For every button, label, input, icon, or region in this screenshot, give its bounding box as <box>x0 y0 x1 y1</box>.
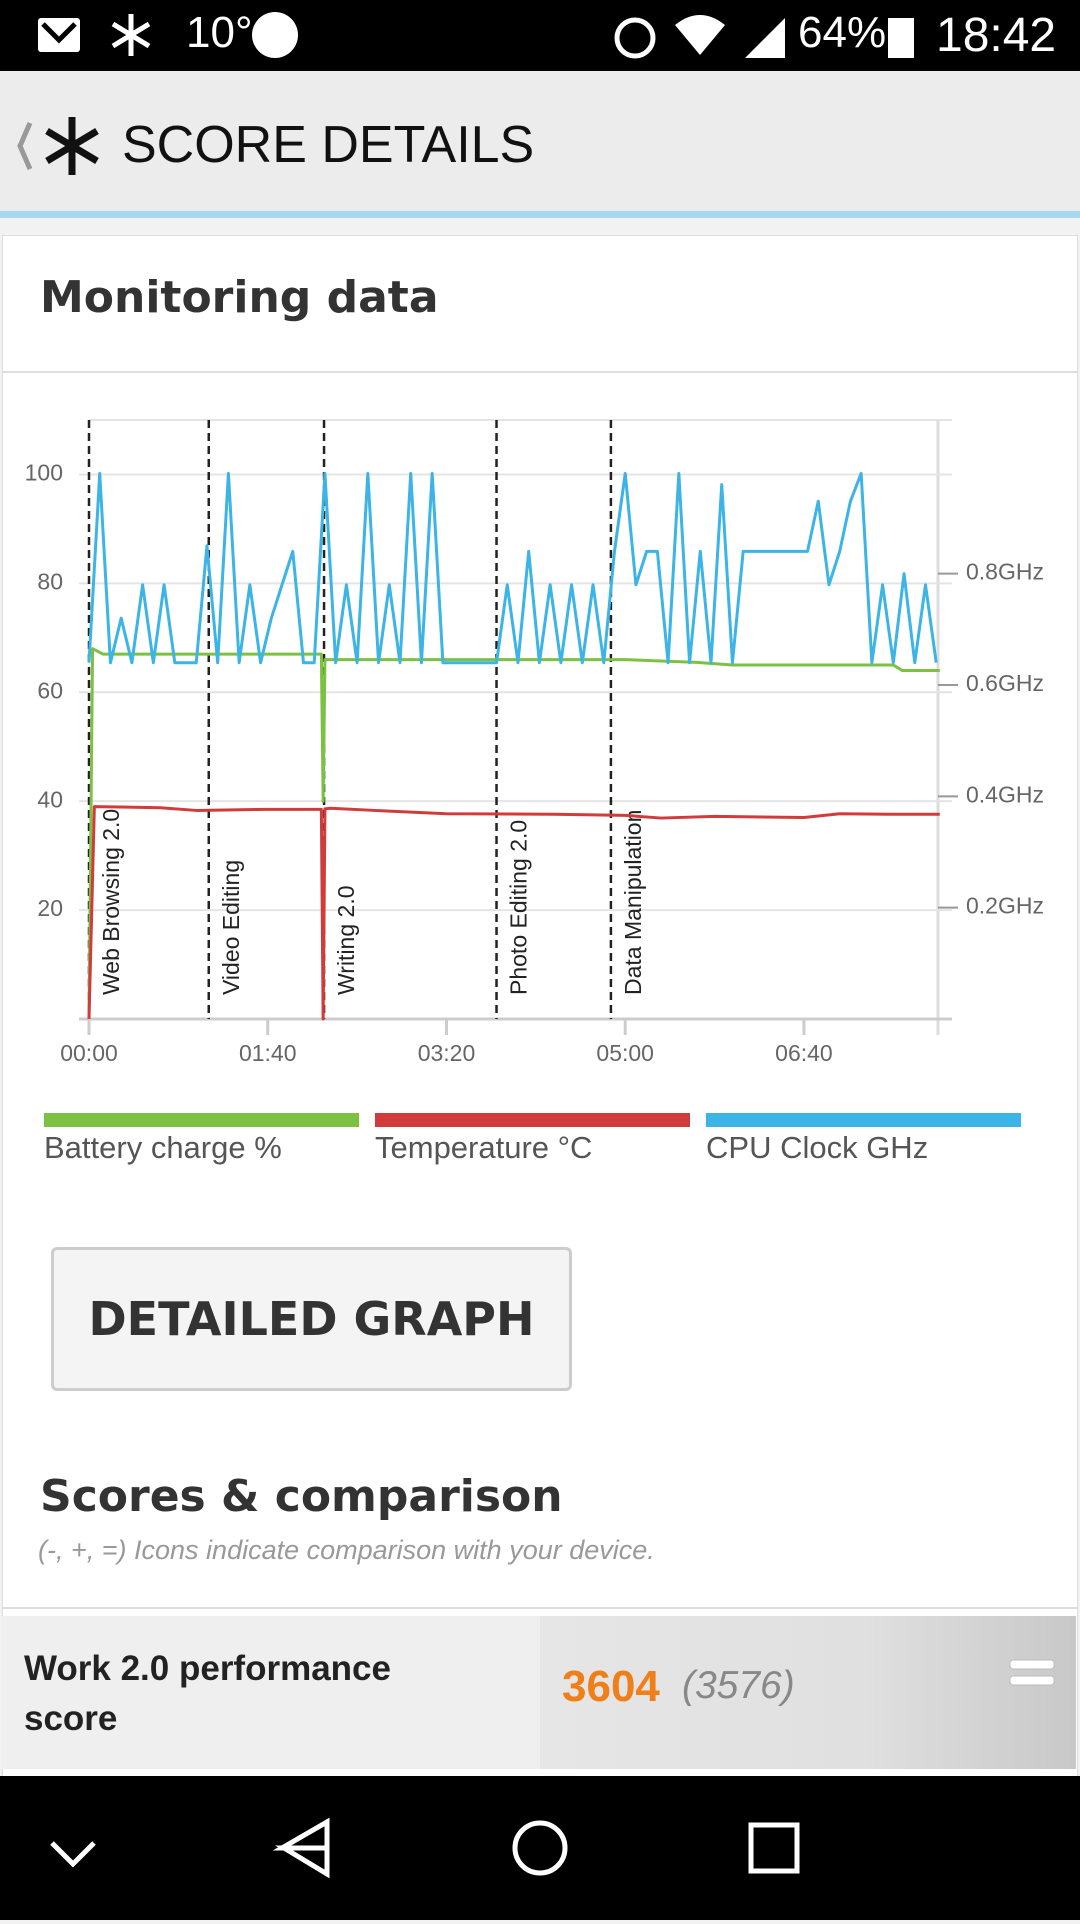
battery-icon <box>888 18 914 58</box>
nav-recents[interactable] <box>748 1822 800 1874</box>
back-icon[interactable] <box>10 111 110 181</box>
section-title: Monitoring data <box>40 272 439 323</box>
equal-bar <box>1009 1675 1055 1686</box>
nav-back[interactable] <box>272 1817 330 1879</box>
nav-down[interactable] <box>50 1841 96 1868</box>
snow-icon <box>111 14 151 56</box>
score-value-cell: 3604 (3576) <box>540 1616 1076 1769</box>
equal-icon <box>1009 1659 1055 1686</box>
app-logo <box>45 117 99 175</box>
divider <box>3 371 1077 373</box>
back-arrow <box>17 122 33 170</box>
phone-icon <box>252 12 298 58</box>
equal-bar <box>1009 1659 1055 1670</box>
score-label: Work 2.0 performance score <box>24 1649 391 1738</box>
nav-icons <box>50 1817 800 1879</box>
header: SCORE DETAILS <box>0 71 1080 211</box>
signal-icon <box>745 18 785 58</box>
status-icons <box>38 12 914 59</box>
battery-level: 64% <box>798 8 887 57</box>
clock: 18:42 <box>936 9 1057 62</box>
header-underline <box>0 211 1080 218</box>
nav-home[interactable] <box>512 1820 568 1876</box>
comparison-note: (-, +, =) Icons indicate comparison with… <box>38 1535 655 1565</box>
score: 3604 <box>562 1662 660 1711</box>
page-title: SCORE DETAILS <box>122 116 535 174</box>
section-title: Scores & comparison <box>40 1471 563 1522</box>
temperature: 10° <box>186 8 253 57</box>
comparison-score: (3576) <box>682 1664 795 1707</box>
alarm-icon <box>614 17 656 59</box>
wifi-icon <box>675 15 725 55</box>
status-bar: 10° 64% 18:42 <box>0 0 1080 71</box>
detailed-graph-button[interactable]: DETAILED GRAPH <box>51 1247 572 1391</box>
nav-bar <box>0 1776 1080 1920</box>
score-row: Work 2.0 performance score 3604 (3576) <box>2 1616 1076 1769</box>
mail-fold <box>41 22 77 44</box>
score-label-cell: Work 2.0 performance score <box>2 1616 540 1769</box>
divider <box>3 1607 1077 1609</box>
